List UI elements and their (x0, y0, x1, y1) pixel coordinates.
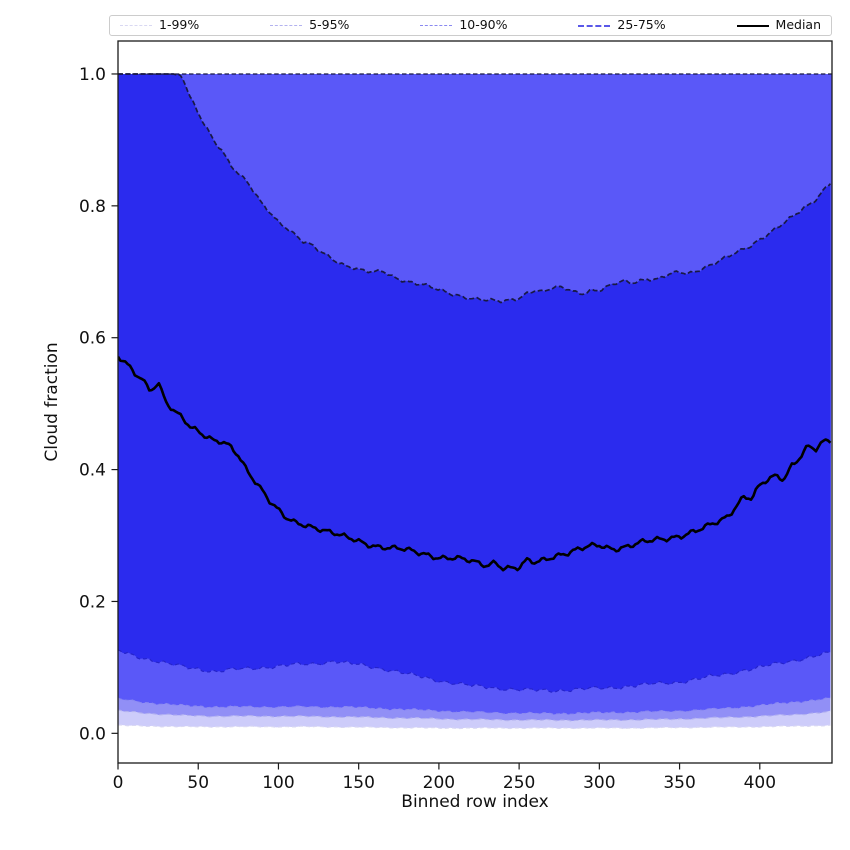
percentile-bands (118, 74, 832, 729)
svg-text:300: 300 (583, 773, 615, 793)
legend-item-25-75: 25-75% (578, 17, 666, 33)
svg-text:0.2: 0.2 (79, 592, 106, 612)
x-axis-label: Binned row index (401, 792, 548, 812)
svg-text:1.0: 1.0 (79, 65, 106, 85)
svg-text:0.4: 0.4 (79, 461, 106, 481)
svg-text:350: 350 (663, 773, 695, 793)
legend-label: Median (775, 17, 821, 33)
legend-label: 1-99% (159, 17, 200, 33)
svg-text:150: 150 (342, 773, 374, 793)
y-axis-label: Cloud fraction (42, 342, 62, 461)
legend-label: 25-75% (617, 17, 666, 33)
legend-item-median: Median (736, 17, 821, 33)
dashed-line-swatch (420, 25, 453, 26)
percentile-lines (118, 73, 832, 730)
legend-item-1-99: 1-99% (120, 19, 199, 32)
dashed-line-swatch (120, 25, 152, 26)
legend-label: 5-95% (309, 17, 350, 33)
svg-text:0.8: 0.8 (79, 197, 106, 217)
solid-line-swatch (736, 24, 769, 27)
legend-item-5-95: 5-95% (270, 19, 349, 32)
legend-item-10-90: 10-90% (420, 17, 508, 33)
svg-text:50: 50 (187, 773, 209, 793)
svg-text:0: 0 (113, 773, 124, 793)
svg-text:200: 200 (423, 773, 455, 793)
dashed-line-swatch (270, 25, 303, 26)
svg-text:400: 400 (744, 773, 776, 793)
svg-text:0.0: 0.0 (79, 724, 106, 744)
axes: 0 50 100 150 200 250 300 350 400 0.0 0.2 0.4 0.6 0.8 1… (79, 40, 833, 793)
svg-text:100: 100 (262, 773, 294, 793)
svg-text:0.6: 0.6 (79, 329, 106, 349)
dashed-line-swatch (578, 24, 611, 27)
svg-text:250: 250 (503, 773, 535, 793)
legend-label: 10-90% (459, 17, 508, 33)
legend: 1-99% 5-95% 10-90% 25-75% Median (109, 15, 832, 36)
